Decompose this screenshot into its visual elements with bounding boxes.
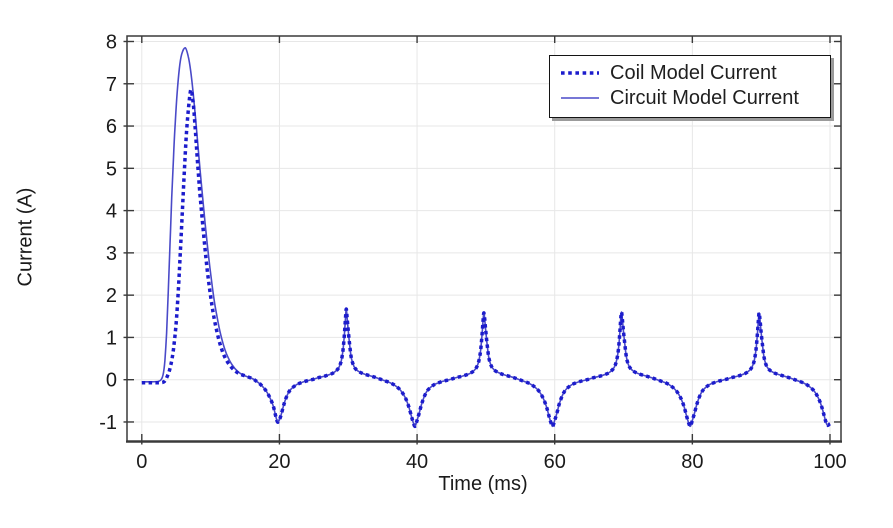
x-tick-label: 80 — [681, 451, 703, 473]
x-tick-label: 100 — [813, 451, 846, 473]
y-tick-label: 1 — [106, 327, 117, 349]
series-path-circuit-model-current — [141, 47, 831, 428]
x-tick-label: 20 — [268, 451, 290, 473]
y-tick-label: -1 — [99, 412, 117, 434]
y-tick-label: 2 — [106, 285, 117, 307]
y-tick-label: 4 — [106, 201, 117, 223]
y-tick-label: 8 — [106, 31, 117, 53]
y-tick-label: 0 — [106, 370, 117, 392]
y-tick-label: 3 — [106, 243, 117, 265]
solid-line-sample-icon — [561, 97, 599, 99]
y-axis-title: Current (A) — [14, 187, 37, 287]
x-tick-label: 60 — [544, 451, 566, 473]
legend: Coil Model Current Circuit Model Current — [549, 55, 831, 118]
legend-item-coil-model: Coil Model Current — [559, 61, 820, 85]
x-tick-label: 40 — [406, 451, 428, 473]
legend-label-circuit-model: Circuit Model Current — [610, 86, 799, 109]
y-tick-label: 6 — [106, 116, 117, 138]
y-tick-label: 7 — [106, 74, 117, 96]
legend-label-coil-model: Coil Model Current — [610, 61, 777, 84]
x-tick-label: 0 — [136, 451, 147, 473]
y-tick-label: 5 — [106, 158, 117, 180]
dotted-line-sample-icon — [561, 71, 599, 75]
legend-item-circuit-model: Circuit Model Current — [559, 86, 820, 110]
x-axis-title: Time (ms) — [438, 473, 528, 495]
